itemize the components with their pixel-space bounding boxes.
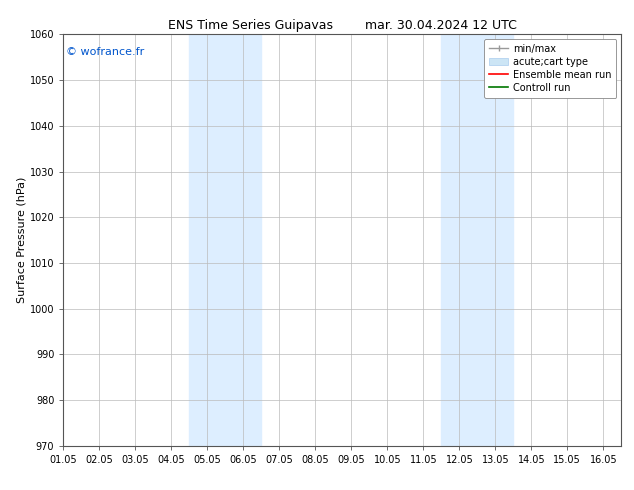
Y-axis label: Surface Pressure (hPa): Surface Pressure (hPa) [17, 177, 27, 303]
Bar [441, 34, 514, 446]
Text: © wofrance.fr: © wofrance.fr [66, 47, 145, 57]
Title: ENS Time Series Guipavas        mar. 30.04.2024 12 UTC: ENS Time Series Guipavas mar. 30.04.2024… [168, 19, 517, 32]
Legend: min/max, acute;cart type, Ensemble mean run, Controll run: min/max, acute;cart type, Ensemble mean … [484, 39, 616, 98]
Bar [190, 34, 261, 446]
